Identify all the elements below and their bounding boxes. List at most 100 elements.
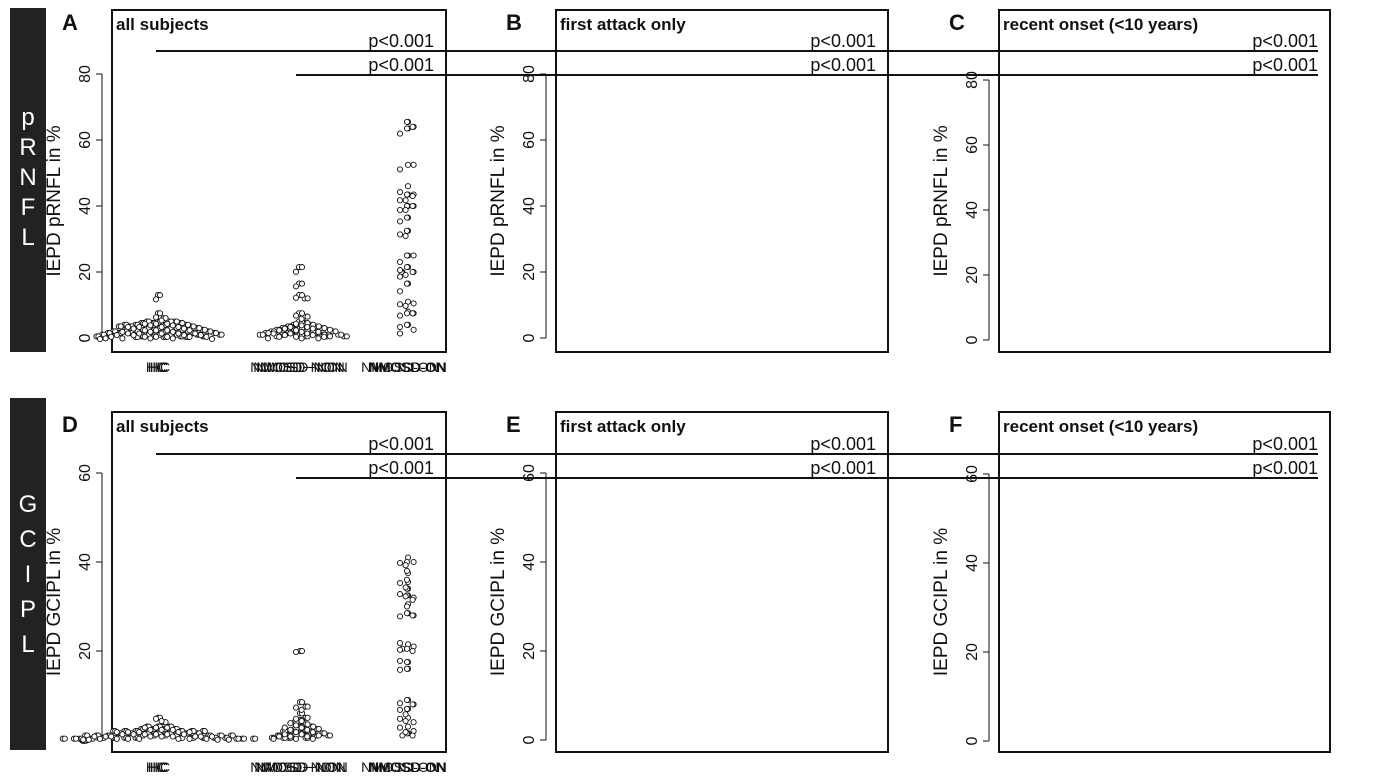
panel-title: all subjects — [116, 417, 209, 436]
data-point — [96, 735, 104, 742]
data-point — [218, 331, 225, 338]
data-point — [113, 729, 120, 736]
data-point — [281, 724, 288, 731]
data-point — [404, 183, 412, 190]
data-point — [404, 161, 412, 168]
plot-frame — [555, 9, 889, 353]
y-tick-label: 80 — [77, 65, 94, 83]
data-point — [186, 333, 193, 340]
y-tick-label: 20 — [77, 263, 94, 281]
data-point — [85, 736, 92, 743]
y-tick-label: 20 — [964, 643, 981, 661]
data-point — [192, 330, 199, 337]
data-point — [119, 335, 126, 342]
data-point — [169, 335, 176, 342]
x-category-label: NMOSD−NON — [256, 359, 347, 375]
data-point — [403, 576, 411, 583]
data-point — [410, 252, 417, 259]
data-point — [402, 206, 409, 214]
data-point — [281, 325, 288, 332]
data-point — [190, 323, 197, 330]
y-tick-label: 40 — [521, 197, 538, 215]
data-point — [197, 733, 204, 740]
data-point — [402, 584, 409, 591]
data-point — [409, 310, 416, 317]
data-point — [402, 562, 409, 569]
data-point — [201, 728, 208, 735]
data-point — [298, 717, 305, 725]
data-point — [208, 335, 216, 343]
data-point — [402, 232, 409, 240]
panel-letter: B — [506, 10, 522, 35]
data-point — [402, 302, 409, 309]
data-point — [292, 294, 300, 301]
y-tick-label: 80 — [521, 65, 538, 83]
data-point — [409, 193, 416, 200]
data-point — [119, 328, 126, 335]
data-point — [409, 596, 416, 603]
data-point — [152, 731, 160, 738]
data-point — [292, 722, 300, 729]
data-point — [402, 593, 409, 600]
data-point — [402, 271, 409, 279]
x-category-label: NMOSD−NON — [256, 759, 347, 775]
x-category-label: NMOSD−NON — [254, 759, 345, 775]
data-point — [403, 696, 411, 704]
data-point — [201, 326, 208, 333]
data-point — [315, 335, 322, 342]
data-point — [108, 333, 115, 340]
x-category-label: NMOSD-ON — [368, 759, 446, 775]
data-point — [158, 330, 165, 337]
p-value-label: p<0.001 — [1252, 458, 1318, 478]
data-point — [175, 729, 182, 736]
data-point — [396, 657, 404, 664]
data-point — [175, 735, 182, 742]
data-point — [147, 328, 154, 335]
data-point — [298, 724, 305, 731]
panel-title: first attack only — [560, 417, 686, 436]
y-tick-label: 60 — [521, 464, 538, 482]
row-label-letter: p — [21, 104, 35, 131]
data-point — [298, 706, 305, 713]
data-point — [410, 558, 417, 566]
data-point — [402, 711, 409, 718]
data-point — [396, 640, 404, 647]
data-point — [304, 733, 311, 740]
data-point — [124, 735, 132, 742]
y-axis-label: IEPD pRNFL in % — [44, 125, 65, 276]
x-category-label: NMOSD−NON — [253, 359, 344, 375]
data-point — [141, 333, 148, 340]
y-tick-label: 0 — [521, 735, 538, 744]
data-point — [396, 312, 404, 319]
data-point — [332, 328, 339, 335]
panel-title: recent onset (<10 years) — [1003, 15, 1198, 34]
data-point — [141, 724, 148, 731]
row-label-letter: F — [20, 194, 36, 221]
data-point — [292, 729, 300, 736]
data-point — [147, 335, 154, 342]
data-point — [298, 335, 305, 342]
x-category-label: NMOSD−NON — [250, 359, 341, 375]
x-category-label: HC — [150, 759, 170, 775]
p-value-label: p<0.001 — [810, 31, 876, 51]
data-point — [164, 327, 171, 334]
data-point — [184, 321, 192, 328]
data-point — [124, 729, 132, 736]
data-point — [343, 333, 350, 340]
data-point — [186, 729, 193, 736]
p-value-label: p<0.001 — [368, 55, 434, 75]
data-point — [396, 231, 404, 238]
data-point — [309, 729, 316, 736]
data-point — [396, 579, 404, 587]
x-category-label: HC — [150, 359, 170, 375]
data-point — [192, 733, 199, 740]
y-tick-label: 80 — [964, 71, 981, 89]
y-tick-label: 40 — [964, 554, 981, 572]
data-point — [298, 731, 305, 738]
data-point — [292, 268, 300, 275]
data-point — [409, 123, 416, 130]
data-point — [338, 331, 345, 338]
panel-title: all subjects — [116, 15, 209, 34]
x-category-label: HC — [148, 759, 168, 775]
data-point — [409, 732, 416, 739]
